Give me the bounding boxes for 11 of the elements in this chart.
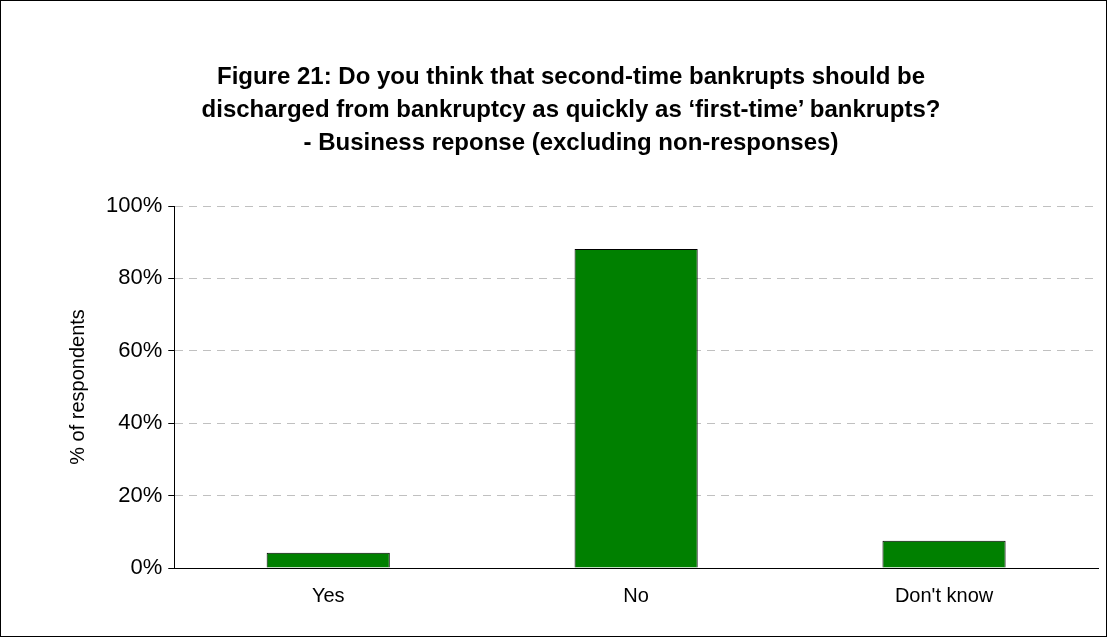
y-axis-title: % of respondents bbox=[65, 309, 88, 465]
y-tick-label: 80% bbox=[118, 264, 163, 290]
x-tick-label: No bbox=[623, 583, 649, 606]
chart-title: Figure 21: Do you think that second-time bankrupts should be discharged from bankruptcy as quickly as ‘first-time’ bankrupts? - Business reponse (excluding non-responses) bbox=[201, 61, 941, 157]
y-tick-label: 100% bbox=[105, 192, 163, 218]
y-tick-label: 60% bbox=[118, 336, 163, 362]
y-tick-label: 20% bbox=[118, 481, 163, 507]
y-tick-label: 40% bbox=[118, 409, 163, 435]
x-tick-label: Yes bbox=[311, 583, 345, 606]
y-tick-label: 0% bbox=[130, 554, 163, 580]
x-tick-label: Don't know bbox=[894, 583, 994, 606]
